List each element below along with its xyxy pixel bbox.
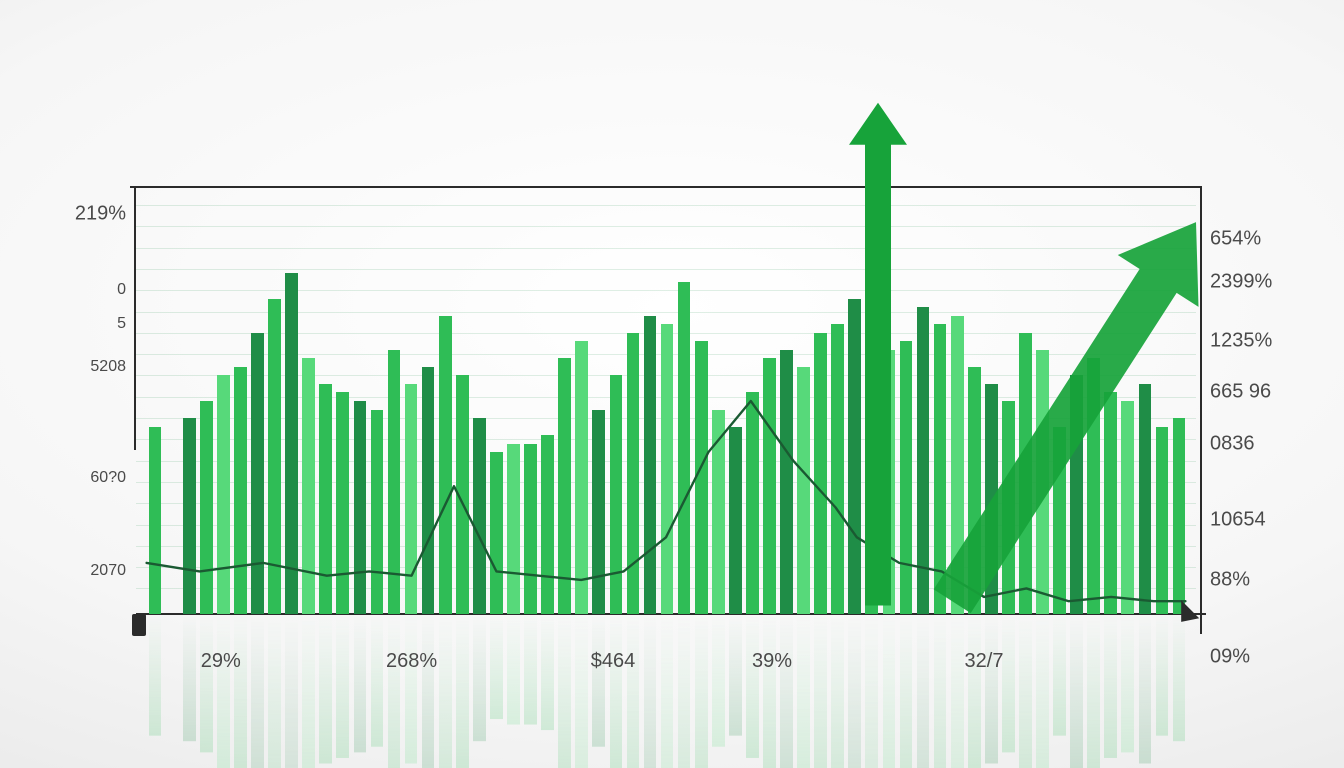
bar: [268, 299, 281, 614]
y-right-label: 665 96: [1210, 381, 1271, 404]
y-left-label: 5208: [90, 358, 126, 376]
bar: [422, 367, 435, 614]
x-label: 32/7: [965, 650, 1004, 673]
bar: [558, 358, 571, 614]
bar: [678, 282, 691, 614]
bar: [831, 324, 844, 614]
bar: [183, 418, 196, 614]
bar: [865, 239, 878, 614]
bar: [234, 367, 247, 614]
y-right-label: 0836: [1210, 432, 1255, 455]
bar: [848, 299, 861, 614]
bar: [644, 316, 657, 614]
y-left-label: 5: [117, 315, 126, 333]
bar: [592, 410, 605, 614]
bar: [439, 316, 452, 614]
baseline-stub: [132, 614, 146, 636]
x-label: 39%: [752, 650, 792, 673]
bar: [1139, 384, 1152, 614]
bar: [217, 375, 230, 614]
bar: [1173, 418, 1186, 614]
bar: [1002, 401, 1015, 614]
bar: [763, 358, 776, 614]
bar: [917, 307, 930, 614]
y-left-label: 0: [117, 281, 126, 299]
bar: [712, 410, 725, 614]
chart-stage: { "layout":{ "chart_left":136,"chart_top…: [0, 0, 1344, 768]
y-left-label: 2070: [90, 562, 126, 580]
bar: [405, 384, 418, 614]
bar: [883, 350, 896, 614]
bar: [524, 444, 537, 614]
bar: [900, 341, 913, 614]
bar: [1053, 427, 1066, 614]
chart-right-border: [1200, 186, 1202, 634]
bar: [319, 384, 332, 614]
bar: [729, 427, 742, 614]
bar: [302, 358, 315, 614]
bar: [610, 375, 623, 614]
bar: [780, 350, 793, 614]
chart-frame: 219%05520860?02070654%2399%1235%665 9608…: [136, 188, 1196, 614]
y-right-label: 09%: [1210, 645, 1250, 668]
y-right-label: 88%: [1210, 568, 1250, 591]
bar: [746, 392, 759, 614]
y-right-label: 654%: [1210, 228, 1261, 251]
bar: [661, 324, 674, 614]
bar: [388, 350, 401, 614]
bar: [473, 418, 486, 614]
bar: [951, 316, 964, 614]
bar: [814, 333, 827, 614]
bar: [627, 333, 640, 614]
y-left-label: 60?0: [90, 469, 126, 487]
bar: [968, 367, 981, 614]
bar: [490, 452, 503, 614]
bar: [797, 367, 810, 614]
bar: [985, 384, 998, 614]
bar: [1070, 375, 1083, 614]
x-label: 268%: [386, 650, 437, 673]
bar: [285, 273, 298, 614]
bars-layer: [136, 188, 1196, 614]
bar: [1087, 358, 1100, 614]
bar: [1156, 427, 1169, 614]
bar: [251, 333, 264, 614]
bar: [200, 401, 213, 614]
y-right-label: 10654: [1210, 509, 1266, 532]
bar: [695, 341, 708, 614]
bar: [456, 375, 469, 614]
y-right-label: 2399%: [1210, 270, 1272, 293]
x-label: 29%: [201, 650, 241, 673]
y-left-label: 219%: [75, 202, 126, 225]
bar: [507, 444, 520, 614]
bar: [934, 324, 947, 614]
bar: [1104, 392, 1117, 614]
bar: [541, 435, 554, 614]
bar: [1121, 401, 1134, 614]
bar: [354, 401, 367, 614]
bar: [149, 427, 162, 614]
y-right-label: 1235%: [1210, 330, 1272, 353]
bar: [1036, 350, 1049, 614]
bar: [575, 341, 588, 614]
bar: [371, 410, 384, 614]
x-label: $464: [591, 650, 636, 673]
bar: [1019, 333, 1032, 614]
bar: [336, 392, 349, 614]
